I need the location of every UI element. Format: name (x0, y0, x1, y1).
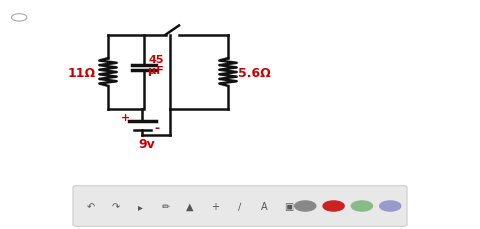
Circle shape (351, 201, 372, 211)
Circle shape (323, 201, 344, 211)
Text: 45: 45 (148, 55, 164, 65)
Circle shape (295, 201, 316, 211)
Text: ▸: ▸ (138, 201, 143, 211)
Text: ↷: ↷ (112, 201, 120, 211)
Text: ▲: ▲ (186, 201, 194, 211)
Text: +: + (211, 201, 219, 211)
Text: 9v: 9v (139, 138, 156, 151)
Text: 11Ω: 11Ω (68, 66, 96, 79)
Text: A: A (261, 201, 267, 211)
Text: -: - (154, 122, 159, 135)
Text: ▣: ▣ (284, 201, 294, 211)
Text: μF: μF (148, 65, 164, 75)
Text: ∕: ∕ (238, 201, 241, 211)
Text: 5.6Ω: 5.6Ω (238, 66, 271, 79)
Circle shape (380, 201, 401, 211)
FancyBboxPatch shape (73, 186, 407, 226)
Text: ↶: ↶ (87, 201, 95, 211)
Text: +: + (121, 113, 130, 123)
Text: ✏: ✏ (161, 201, 169, 211)
